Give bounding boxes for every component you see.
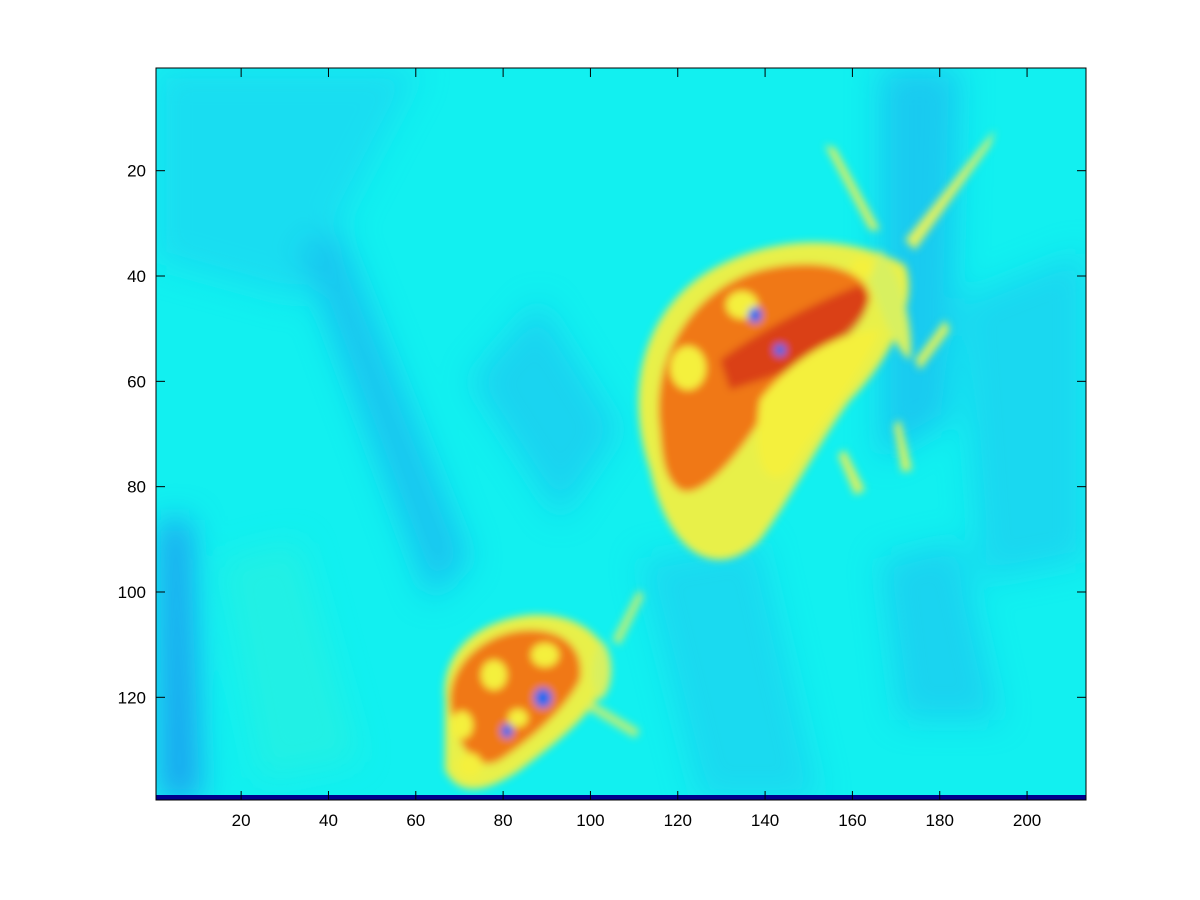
y-tick-label: 40 [127, 267, 146, 286]
x-tick-label: 120 [664, 811, 692, 830]
x-axis: 20 40 60 80 100 120 140 160 180 200 [232, 68, 1041, 830]
heatmap-image [156, 68, 1086, 800]
x-tick-label: 160 [838, 811, 866, 830]
x-tick-label: 200 [1013, 811, 1041, 830]
x-tick-label: 180 [926, 811, 954, 830]
y-axis: 20 40 60 80 100 120 [118, 162, 1086, 707]
y-tick-label: 20 [127, 162, 146, 181]
x-tick-label: 40 [319, 811, 338, 830]
x-tick-label: 20 [232, 811, 251, 830]
x-tick-label: 60 [406, 811, 425, 830]
x-tick-label: 80 [494, 811, 513, 830]
y-tick-label: 100 [118, 583, 146, 602]
y-tick-label: 60 [127, 372, 146, 391]
x-tick-label: 100 [576, 811, 604, 830]
y-tick-label: 80 [127, 478, 146, 497]
x-tick-label: 140 [751, 811, 779, 830]
axes-box [155, 67, 1087, 801]
y-tick-label: 120 [118, 688, 146, 707]
